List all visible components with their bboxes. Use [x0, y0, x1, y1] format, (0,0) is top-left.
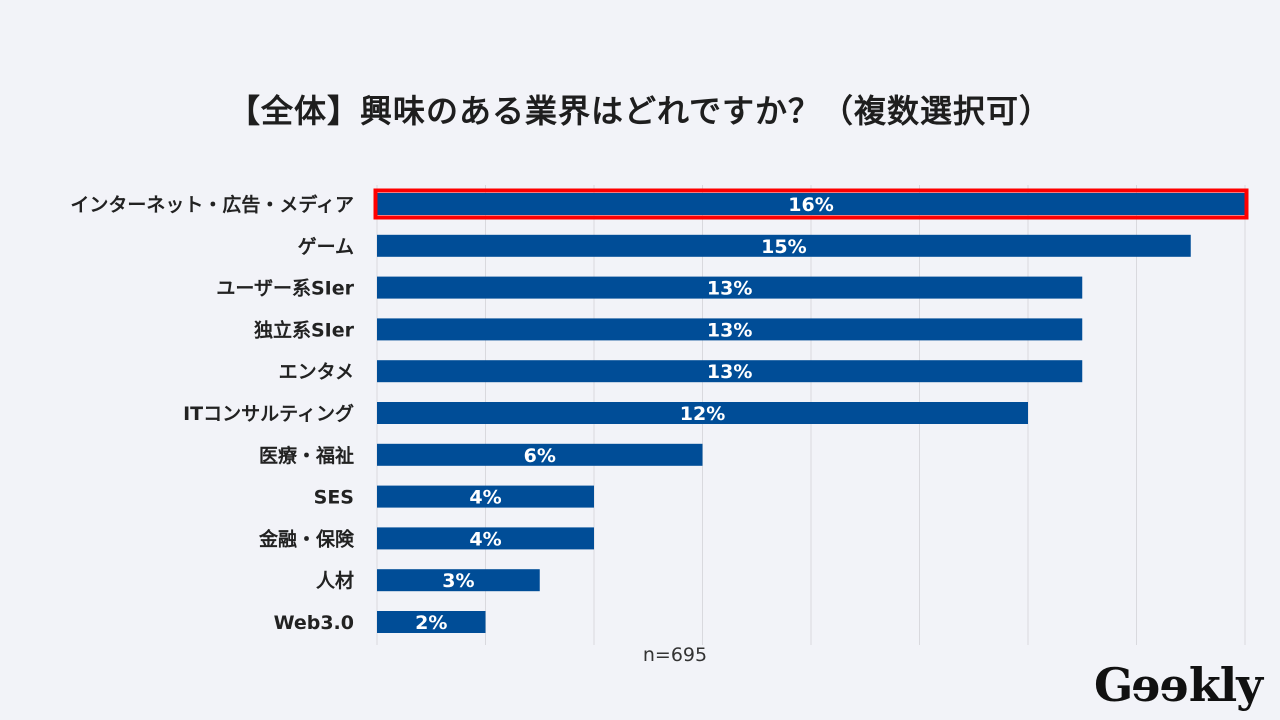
bar	[377, 611, 486, 633]
bar-value-label: 16%	[788, 194, 833, 216]
category-label: エンタメ	[279, 361, 354, 383]
bar	[377, 402, 1028, 424]
category-label: SES	[314, 487, 354, 509]
bar	[377, 318, 1083, 341]
bar	[377, 485, 594, 508]
bar	[377, 193, 1245, 215]
bar	[377, 527, 594, 550]
bar-value-label: 13%	[707, 278, 752, 300]
bar-value-label: 12%	[680, 403, 725, 425]
bar-value-label: 2%	[415, 612, 447, 634]
category-label: 金融・保険	[258, 527, 355, 550]
logo-reversed: ee	[1132, 658, 1189, 712]
category-label: 独立系SIer	[254, 318, 355, 341]
bar	[377, 569, 540, 592]
bar-value-label: 3%	[442, 570, 474, 592]
bar	[377, 360, 1083, 383]
bar	[377, 443, 703, 466]
bar	[377, 234, 1191, 257]
geekly-logo: Geekly	[1094, 658, 1263, 712]
category-label: インターネット・広告・メディア	[70, 193, 354, 216]
bar-value-label: 6%	[524, 445, 556, 467]
sample-size-note: n=695	[642, 644, 708, 666]
chart-title: 【全体】興味のある業界はどれですか？（複数選択可）	[227, 92, 1053, 130]
category-label: ユーザー系SIer	[216, 278, 354, 300]
category-label: ITコンサルティング	[183, 402, 354, 425]
bar	[377, 276, 1083, 299]
logo-suffix: kly	[1188, 658, 1263, 712]
category-label: 医療・福祉	[259, 444, 354, 467]
highlight-border	[373, 188, 1249, 220]
category-label: ゲーム	[298, 236, 354, 258]
bar-value-label: 13%	[707, 319, 752, 341]
category-label: Web3.0	[274, 612, 354, 634]
bars: 16% 15% 13% 13% 13% 12% 6% 4% 4% 3% 2%	[373, 188, 1249, 634]
bar-value-label: 4%	[469, 528, 501, 550]
bar-value-label: 15%	[761, 236, 806, 258]
logo-prefix: G	[1094, 658, 1133, 712]
bar-value-label: 4%	[469, 487, 501, 509]
bar-value-label: 13%	[707, 361, 752, 383]
category-label: 人材	[316, 569, 354, 592]
